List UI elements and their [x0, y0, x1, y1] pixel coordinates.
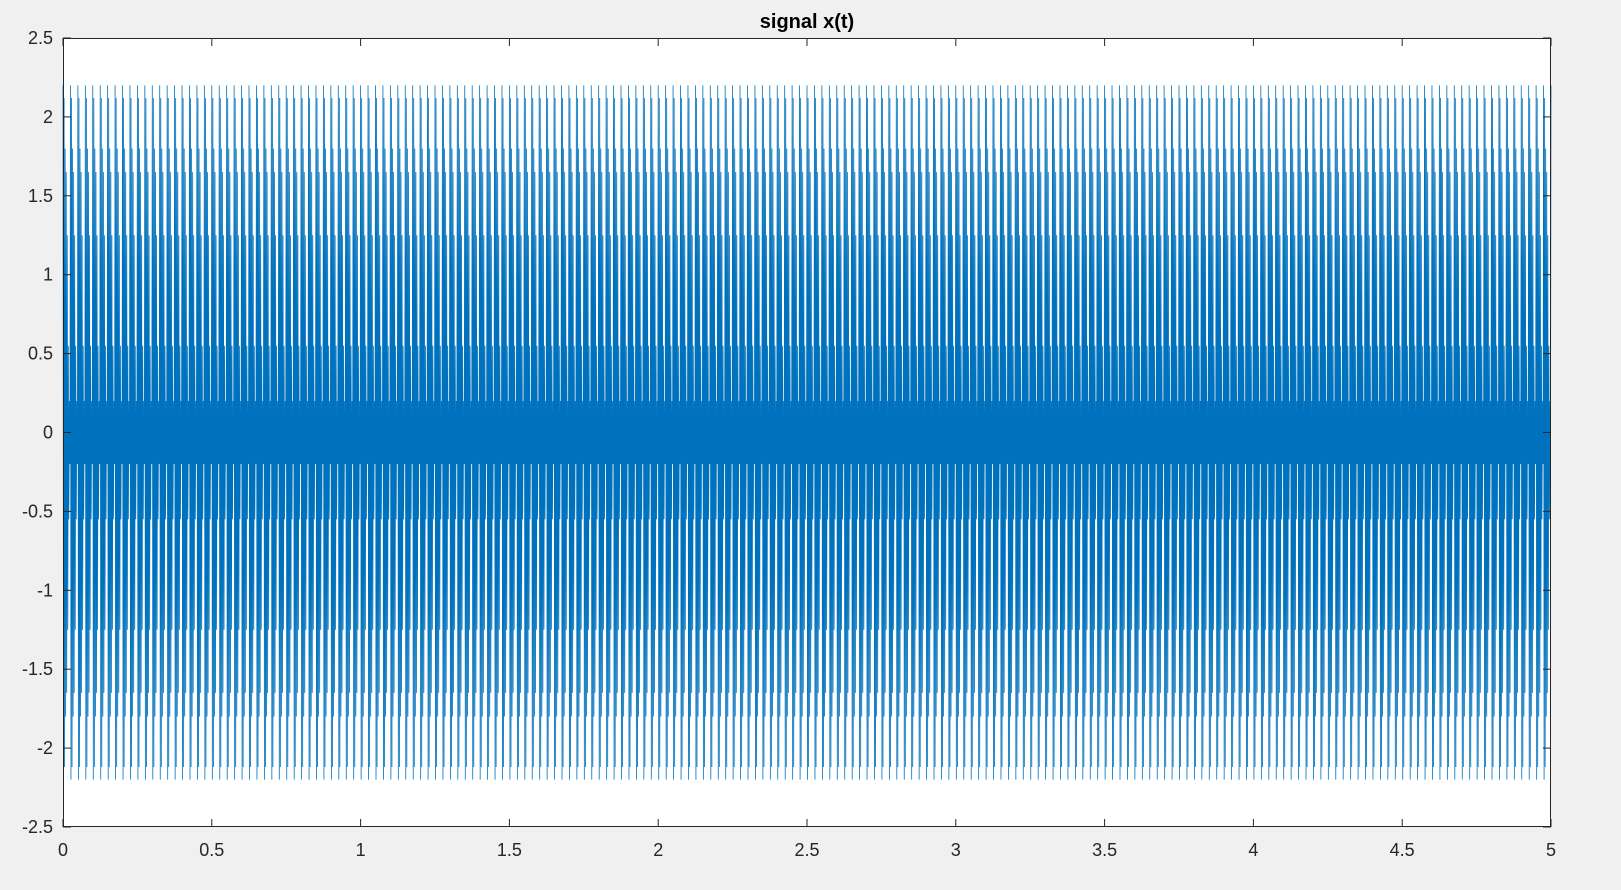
axes-box	[63, 38, 1551, 827]
x-tick-label: 1	[356, 840, 366, 860]
x-tick-label: 0	[58, 840, 68, 860]
y-tick-label: 2	[43, 107, 53, 127]
x-tick-label: 1.5	[497, 840, 522, 860]
x-tick-label: 3.5	[1092, 840, 1117, 860]
y-tick-label: 0.5	[28, 344, 53, 364]
axis-ticks: 0 0.5 1 1.5 2 2.5 3 3.5 4 4.5 5 -2.5 -2 -1.5 -1 -0.5 0 0.…	[22, 28, 1556, 860]
signal-series	[62, 85, 1552, 780]
x-tick-label: 3	[951, 840, 961, 860]
y-tick-label: 1	[43, 265, 53, 285]
y-tick-label: 1.5	[28, 186, 53, 206]
x-tick-label: 4.5	[1390, 840, 1415, 860]
y-tick-label: -2.5	[22, 817, 53, 837]
y-tick-label: -1.5	[22, 659, 53, 679]
chart-title: signal x(t)	[760, 11, 854, 33]
x-tick-label: 2	[653, 840, 663, 860]
y-tick-label: -2	[37, 738, 53, 758]
x-tick-label: 0.5	[199, 840, 224, 860]
y-tick-label: -0.5	[22, 501, 53, 521]
x-tick-label: 2.5	[794, 840, 819, 860]
y-tick-label: 2.5	[28, 28, 53, 48]
y-tick-label: 0	[43, 423, 53, 443]
x-tick-label: 5	[1546, 840, 1556, 860]
y-tick-label: -1	[37, 580, 53, 600]
signal-line	[62, 85, 1552, 780]
x-tick-label: 4	[1248, 840, 1258, 860]
